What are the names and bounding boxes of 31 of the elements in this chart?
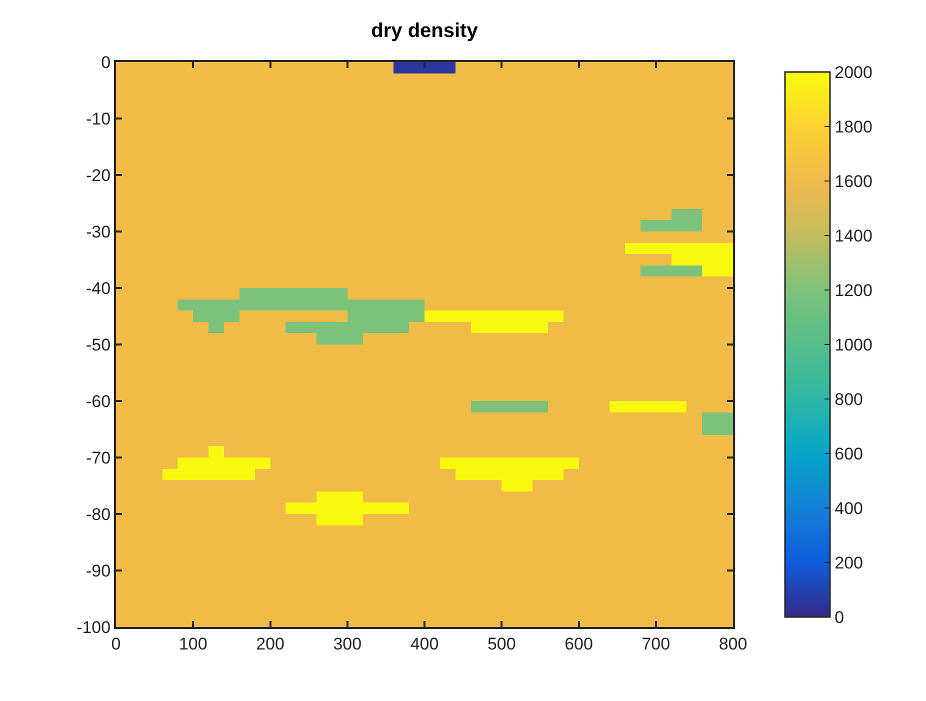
y-tick-label: -60 [86, 392, 111, 411]
color-bar-label: 200 [834, 553, 864, 572]
y-tick-label: 0 [101, 52, 111, 72]
x-tick-label: 200 [256, 634, 284, 654]
x-tick-label: 100 [178, 634, 208, 654]
color-bar-label: 1800 [834, 117, 872, 136]
color-bar-label: 1000 [834, 335, 872, 354]
color-bar-label: 800 [834, 390, 864, 409]
chart-title: dry density [371, 20, 479, 42]
y-tick-label: -10 [86, 109, 111, 128]
color-bar-label: 2000 [834, 62, 872, 82]
y-tick-label: -70 [86, 448, 111, 468]
y-tick-label: -50 [86, 335, 111, 354]
color-bar-label: 600 [834, 444, 864, 464]
x-tick-label: 500 [487, 634, 516, 654]
x-tick-label: 700 [642, 634, 670, 654]
y-tick-label: -80 [86, 504, 111, 524]
color-bar-label: 1200 [834, 280, 872, 300]
x-tick-label: 300 [333, 634, 362, 654]
x-tick-label: 600 [564, 634, 593, 654]
x-tick-label: 800 [718, 634, 748, 654]
color-bar-label: 1400 [834, 226, 872, 246]
y-tick-label: -90 [86, 561, 111, 580]
y-tick-label: -20 [86, 166, 111, 185]
color-bar-label: 0 [834, 608, 844, 627]
y-tick-label: -40 [86, 278, 111, 298]
color-bar-label: 400 [834, 498, 864, 518]
x-tick-label: 400 [410, 634, 439, 654]
y-tick-label: -100 [76, 618, 111, 637]
color-bar-label: 1600 [834, 172, 872, 191]
y-tick-label: -30 [86, 222, 111, 242]
